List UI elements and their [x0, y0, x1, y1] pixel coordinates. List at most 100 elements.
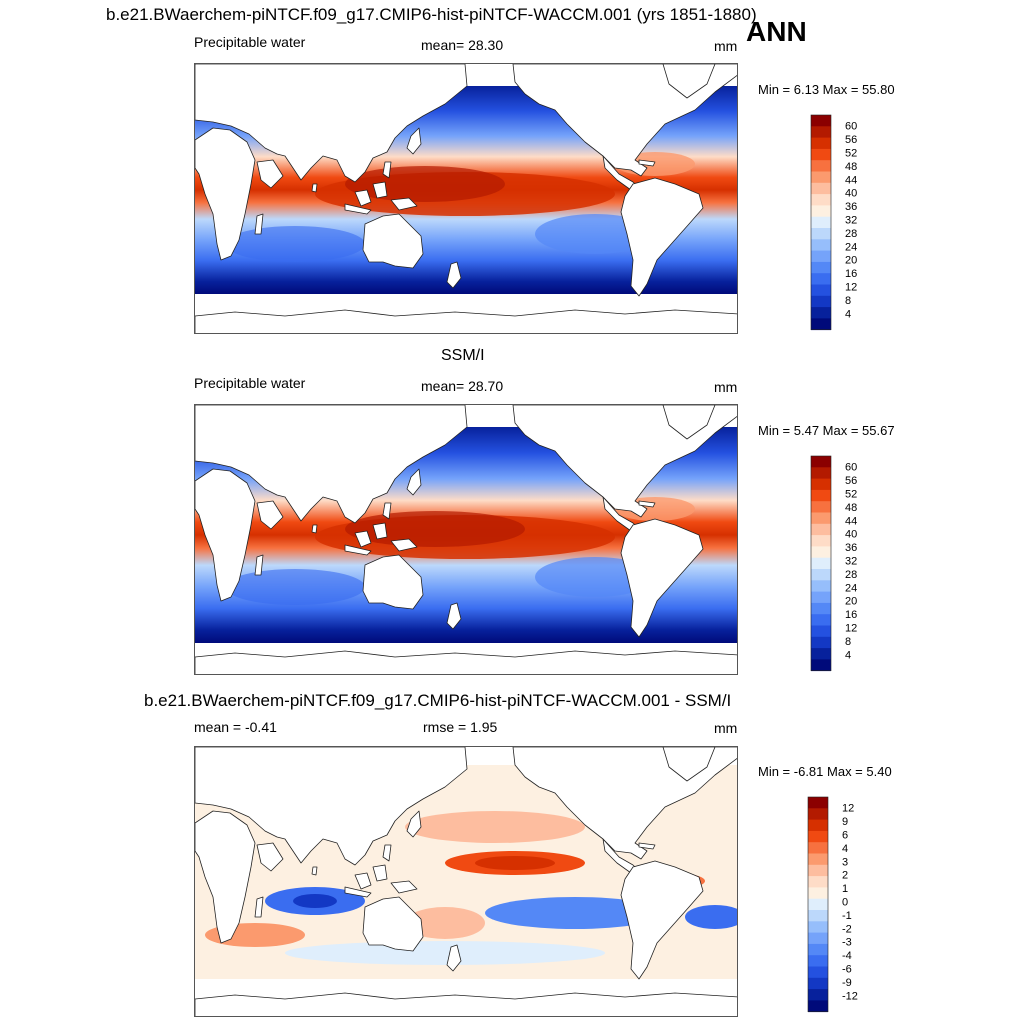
colorbar-swatch	[811, 182, 831, 195]
panel-1-units: mm	[714, 38, 738, 54]
panel-1-variable: Precipitable water	[194, 34, 306, 50]
colorbar-tick-label: 4	[845, 308, 851, 320]
colorbar-swatch	[811, 546, 831, 559]
colorbar-swatch	[811, 478, 831, 491]
colorbar-swatch	[811, 171, 831, 184]
colorbar-swatch	[808, 943, 828, 956]
panel-1-mean: mean= 28.30	[421, 37, 504, 53]
colorbar-swatch	[811, 569, 831, 581]
colorbar-tick-label: -6	[842, 963, 852, 975]
colorbar-swatch	[808, 977, 828, 990]
colorbar-swatch	[811, 648, 831, 660]
colorbar-swatch	[811, 307, 831, 319]
panel-3-units: mm	[714, 720, 738, 736]
colorbar-swatch	[811, 489, 831, 502]
colorbar-swatch	[808, 910, 828, 922]
panel-1-colorbar: 60 56 52 48 44 40 36 32 28 24 20 16 12 8 4	[810, 114, 881, 332]
colorbar-swatch	[811, 512, 831, 525]
colorbar-tick-label: 0	[842, 896, 848, 908]
colorbar-tick-label: 4	[842, 843, 848, 855]
colorbar-tick-label: 20	[845, 596, 857, 608]
figure-title: b.e21.BWaerchem-piNTCF.f09_g17.CMIP6-his…	[106, 5, 757, 24]
colorbar-tick-label: 3	[842, 856, 848, 868]
colorbar-swatch	[811, 148, 831, 161]
colorbar-swatch	[808, 853, 828, 866]
colorbar-tick-label: 48	[845, 161, 857, 173]
colorbar-swatch	[811, 625, 831, 638]
panel-3-map	[194, 746, 738, 1017]
colorbar-tick-label: 56	[845, 134, 857, 146]
colorbar-swatch	[811, 535, 831, 547]
colorbar-swatch	[811, 295, 831, 308]
panel-1-map	[194, 63, 738, 334]
colorbar-tick-label: 52	[845, 488, 857, 500]
colorbar-swatch	[811, 456, 831, 468]
colorbar-swatch	[808, 921, 828, 933]
colorbar-swatch	[811, 591, 831, 604]
colorbar-tick-label: 36	[845, 201, 857, 213]
colorbar-swatch	[811, 137, 831, 150]
colorbar-tick-label: 60	[845, 462, 857, 474]
colorbar-swatch	[811, 261, 831, 274]
colorbar-tick-label: 24	[845, 582, 857, 594]
colorbar-tick-label: -4	[842, 950, 852, 962]
colorbar-tick-label: 12	[845, 281, 857, 293]
colorbar-tick-label: 9	[842, 816, 848, 828]
colorbar-tick-label: 44	[845, 515, 857, 527]
colorbar-swatch	[808, 932, 828, 945]
panel-1-minmax: Min = 6.13 Max = 55.80	[758, 82, 895, 97]
colorbar-swatch	[811, 250, 831, 263]
colorbar-tick-label: 28	[845, 569, 857, 581]
panel-3-heading: b.e21.BWaerchem-piNTCF.f09_g17.CMIP6-his…	[144, 691, 732, 710]
panel-3-minmax: Min = -6.81 Max = 5.40	[758, 764, 892, 779]
colorbar-tick-label: 1	[842, 883, 848, 895]
colorbar-swatch	[811, 659, 831, 672]
colorbar-tick-label: 12	[842, 803, 854, 815]
colorbar-swatch	[808, 808, 828, 820]
colorbar-swatch	[811, 501, 831, 513]
colorbar-tick-label: -9	[842, 977, 852, 989]
colorbar-swatch	[811, 636, 831, 649]
colorbar-swatch	[811, 602, 831, 615]
panel-3-mean: mean = -0.41	[194, 719, 277, 735]
colorbar-swatch	[808, 819, 828, 832]
colorbar-tick-label: 32	[845, 555, 857, 567]
panel-2-colorbar: 60 56 52 48 44 40 36 32 28 24 20 16 12 8 4	[810, 455, 881, 673]
colorbar-tick-label: 40	[845, 188, 857, 200]
panel-2-map	[194, 404, 738, 675]
colorbar-swatch	[808, 876, 828, 888]
colorbar-tick-label: 12	[845, 622, 857, 634]
colorbar-swatch	[811, 160, 831, 172]
colorbar-tick-label: 8	[845, 295, 851, 307]
colorbar-swatch	[811, 284, 831, 297]
colorbar-swatch	[811, 557, 831, 570]
colorbar-tick-label: 52	[845, 147, 857, 159]
colorbar-tick-label: 6	[842, 829, 848, 841]
colorbar-swatch	[811, 523, 831, 536]
colorbar-tick-label: 44	[845, 174, 857, 186]
colorbar-tick-label: 16	[845, 268, 857, 280]
panel-2-variable: Precipitable water	[194, 375, 306, 391]
colorbar-swatch	[811, 273, 831, 285]
colorbar-tick-label: -2	[842, 923, 852, 935]
colorbar-swatch	[808, 864, 828, 877]
colorbar-swatch	[808, 955, 828, 967]
colorbar-swatch	[811, 614, 831, 626]
colorbar-tick-label: 56	[845, 475, 857, 487]
colorbar-swatch	[811, 318, 831, 331]
colorbar-swatch	[811, 580, 831, 592]
panel-2-units: mm	[714, 379, 738, 395]
colorbar-swatch	[808, 887, 828, 900]
colorbar-tick-label: 8	[845, 636, 851, 648]
colorbar-tick-label: 24	[845, 241, 857, 253]
colorbar-tick-label: 40	[845, 529, 857, 541]
colorbar-swatch	[811, 115, 831, 127]
panel-3-rmse: rmse = 1.95	[423, 719, 498, 735]
panel-3-colorbar: 12 9 6 4 3 2 1 0 -1 -2 -3 -4 -6 -9 -12	[807, 796, 878, 1014]
colorbar-tick-label: 16	[845, 609, 857, 621]
colorbar-swatch	[808, 1000, 828, 1013]
colorbar-tick-label: -1	[842, 910, 852, 922]
panel-2-heading: SSM/I	[441, 347, 485, 364]
colorbar-swatch	[811, 216, 831, 229]
colorbar-swatch	[811, 467, 831, 479]
